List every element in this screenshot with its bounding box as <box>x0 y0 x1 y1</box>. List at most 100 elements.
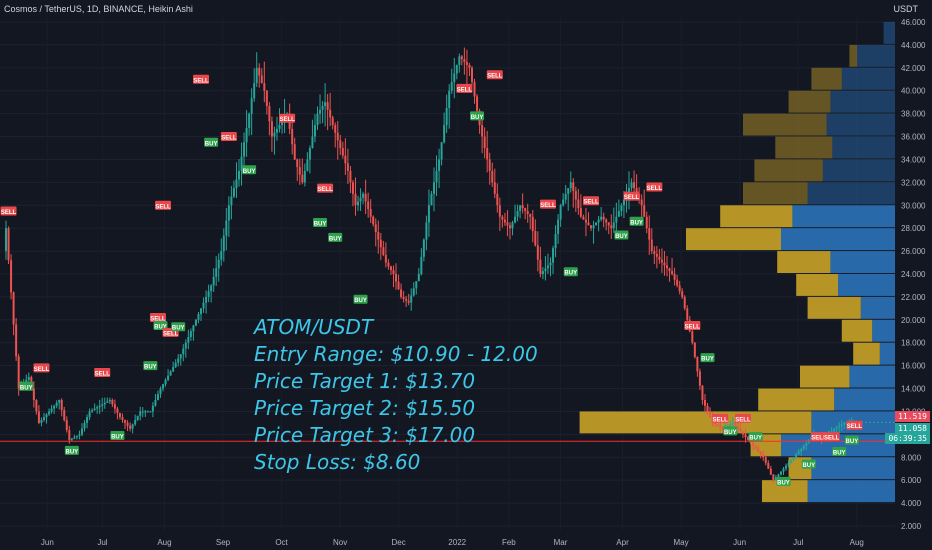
candle-body <box>40 420 43 423</box>
candle-body <box>433 182 435 194</box>
volume-profile-down-bar <box>762 480 808 503</box>
candle-body <box>172 367 175 372</box>
candle-body <box>339 140 342 148</box>
volume-profile-up-bar <box>792 205 895 228</box>
price-tag-high: 11.519 <box>895 411 930 422</box>
signal-label: SELL <box>685 325 701 331</box>
candle-body <box>275 128 278 133</box>
candle-body <box>787 463 790 466</box>
signal-label: BUY <box>724 430 737 436</box>
candle-body <box>192 325 195 332</box>
volume-profile-up-bar <box>834 388 895 411</box>
signal-label: BUY <box>615 234 628 240</box>
buy-signal-tag <box>171 322 186 332</box>
x-tick-label: Oct <box>275 538 288 547</box>
candle-body <box>316 113 319 126</box>
buy-signal-tag <box>832 447 847 457</box>
x-tick-label: Aug <box>850 538 864 547</box>
x-tick-label: 2022 <box>448 538 466 547</box>
candle-body <box>93 408 96 411</box>
candle-body <box>529 213 532 217</box>
candle-body <box>91 410 94 412</box>
trade-plan-overlay: ATOM/USDT Entry Range: $10.90 - 12.00 Pr… <box>254 314 538 476</box>
candle-body <box>676 279 679 286</box>
sell-signal-tag <box>456 83 473 93</box>
candle-body <box>111 400 114 405</box>
signal-label: BUY <box>802 463 815 469</box>
x-tick-label: Jun <box>733 538 746 547</box>
sell-signal-tag <box>279 113 296 123</box>
candle-body <box>620 205 623 211</box>
candle-body <box>800 448 803 452</box>
volume-profile-up-bar <box>781 434 895 457</box>
volume-profile-down-bar <box>777 251 831 273</box>
candle-body <box>425 222 428 240</box>
candle-body <box>194 319 197 326</box>
candle-body <box>734 422 737 426</box>
candle-body <box>379 239 382 248</box>
candle-body <box>306 159 309 171</box>
candle-body <box>665 265 668 269</box>
candle-body <box>503 219 506 223</box>
y-tick-label: 6.000 <box>901 476 922 485</box>
candle-body <box>260 75 263 84</box>
candle-body <box>253 83 256 99</box>
candle-body <box>610 225 613 229</box>
candle-body <box>281 121 284 126</box>
signal-label: SELL <box>487 74 503 80</box>
candle-body <box>197 314 200 320</box>
candle-body <box>516 211 519 217</box>
candle-body <box>774 477 777 481</box>
candle-body <box>840 424 843 426</box>
candle-body <box>45 414 48 418</box>
volume-profile-up-bar <box>811 457 895 480</box>
candle-body <box>721 427 724 429</box>
buy-signal-tag <box>776 476 791 486</box>
candle-body <box>465 62 468 65</box>
x-tick-label: Dec <box>392 538 406 547</box>
candle-body <box>184 342 187 349</box>
candle-body <box>668 268 671 272</box>
volume-profile-down-bar <box>743 113 827 136</box>
volume-profile-down-bar <box>796 274 838 296</box>
candle-body <box>344 155 347 164</box>
candle-body <box>622 199 625 206</box>
candle-body <box>653 251 656 254</box>
candle-body <box>767 463 770 469</box>
candle-body <box>612 222 615 229</box>
candle-body <box>53 405 56 409</box>
candle-body <box>124 420 127 423</box>
buy-signal-tag <box>614 230 629 240</box>
candle-body <box>265 90 268 106</box>
candle-body <box>762 454 765 458</box>
candle-body <box>552 248 555 263</box>
candle-body <box>60 400 63 411</box>
candle-body <box>245 127 248 143</box>
y-tick-label: 18.000 <box>901 339 926 348</box>
candle-body <box>779 471 782 475</box>
signal-label: SELL <box>1 210 17 216</box>
candle-body <box>554 233 557 249</box>
x-tick-label: Feb <box>502 538 516 547</box>
candle-body <box>739 428 742 432</box>
volume-profile-up-bar <box>807 480 895 503</box>
candle-body <box>258 67 261 76</box>
signal-label: SELL <box>221 136 237 142</box>
x-tick-label: Aug <box>157 538 171 547</box>
signal-label: SELL <box>155 204 171 210</box>
candle-body <box>769 468 772 475</box>
volume-profile-up-bar <box>830 251 895 273</box>
candle-body <box>764 457 767 463</box>
volume-profile-down-bar <box>686 228 781 251</box>
candle-body <box>521 205 524 209</box>
sell-signal-tag <box>33 363 50 373</box>
candle-body <box>65 420 68 431</box>
candle-body <box>200 308 203 315</box>
candle-body <box>336 132 339 141</box>
candle-body <box>303 170 306 183</box>
sell-signal-tag <box>220 132 237 142</box>
candle-body <box>615 216 618 223</box>
buy-signal-tag <box>723 426 738 436</box>
candle-body <box>162 384 165 389</box>
